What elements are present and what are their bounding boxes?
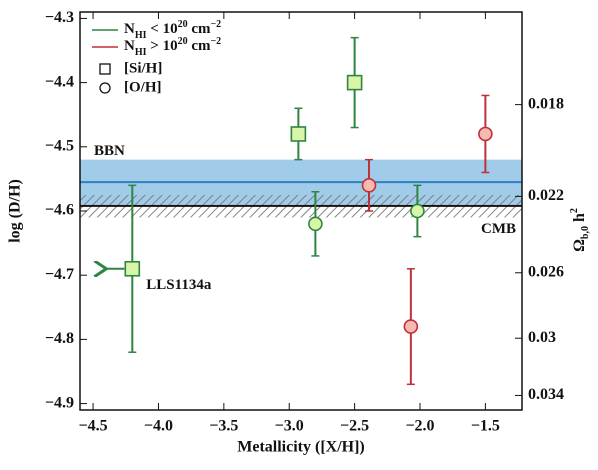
- x-tick-label: −1.5: [471, 418, 500, 435]
- y-tick-label: −4.6: [45, 202, 74, 219]
- y-axis-label: log (D/H): [7, 179, 24, 243]
- x-tick-label: −4.0: [144, 418, 173, 435]
- circle-marker: [478, 126, 493, 142]
- y2-tick-label: 0.026: [528, 263, 564, 280]
- circle-marker: [308, 216, 323, 232]
- square-marker: [290, 126, 307, 142]
- legend-label-part: cm: [188, 21, 211, 37]
- band-label: CMB: [481, 221, 516, 237]
- x-tick-label: −2.5: [340, 418, 369, 435]
- square-marker: [124, 260, 141, 277]
- y-tick-label: −4.4: [45, 73, 74, 90]
- legend-label-part: > 10: [147, 38, 178, 54]
- y2-axis-label-part: Ω: [571, 239, 588, 252]
- x-tick-label: −3.5: [209, 418, 238, 435]
- y-tick-label: −4.7: [45, 266, 74, 283]
- legend-label: [O/H]: [124, 79, 162, 95]
- circle-marker: [410, 203, 425, 219]
- legend-label: NHI > 1020 cm−2: [124, 36, 221, 58]
- legend-label-part: N: [124, 21, 135, 37]
- x-tick-label: −3.0: [275, 418, 304, 435]
- legend-label-part: −2: [210, 36, 221, 47]
- legend-label-part: HI: [135, 30, 147, 41]
- legend-label-part: −2: [210, 19, 221, 30]
- legend-label-part: 20: [178, 36, 188, 47]
- y-tick-label: −4.8: [45, 330, 74, 347]
- circle-marker: [361, 178, 377, 193]
- circle-marker: [403, 319, 419, 334]
- band-label: BBN: [94, 143, 125, 159]
- legend-label-part: cm: [188, 38, 211, 54]
- legend-marker: [99, 82, 111, 94]
- legend-label-part: HI: [135, 47, 147, 58]
- y2-axis-label-part: h: [571, 213, 588, 226]
- y2-tick-label: 0.034: [528, 386, 564, 403]
- annotation: LLS1134a: [146, 277, 212, 293]
- y-tick-label: −4.5: [45, 137, 74, 154]
- legend-label: NHI < 1020 cm−2: [124, 19, 221, 41]
- x-axis-label: Metallicity ([X/H]): [237, 439, 365, 456]
- y2-axis-label-part: 2: [569, 208, 580, 213]
- x-tick-label: −4.5: [79, 418, 108, 435]
- y2-tick-label: 0.03: [528, 329, 556, 346]
- legend-marker: [99, 63, 111, 75]
- legend-label-part: N: [124, 38, 135, 54]
- legend-label-part: 20: [178, 19, 188, 30]
- y-tick-label: −4.9: [45, 394, 74, 411]
- x-tick-label: −2.0: [405, 418, 434, 435]
- y2-tick-label: 0.022: [528, 187, 564, 204]
- y2-tick-label: 0.018: [528, 95, 564, 112]
- legend-label-part: < 10: [147, 21, 178, 37]
- y2-axis-label-part: b,0: [580, 226, 591, 239]
- legend-label: [Si/H]: [124, 60, 162, 76]
- y2-axis-label: Ωb,0 h2: [569, 208, 591, 252]
- square-marker: [346, 74, 363, 91]
- y-tick-label: −4.3: [45, 9, 74, 26]
